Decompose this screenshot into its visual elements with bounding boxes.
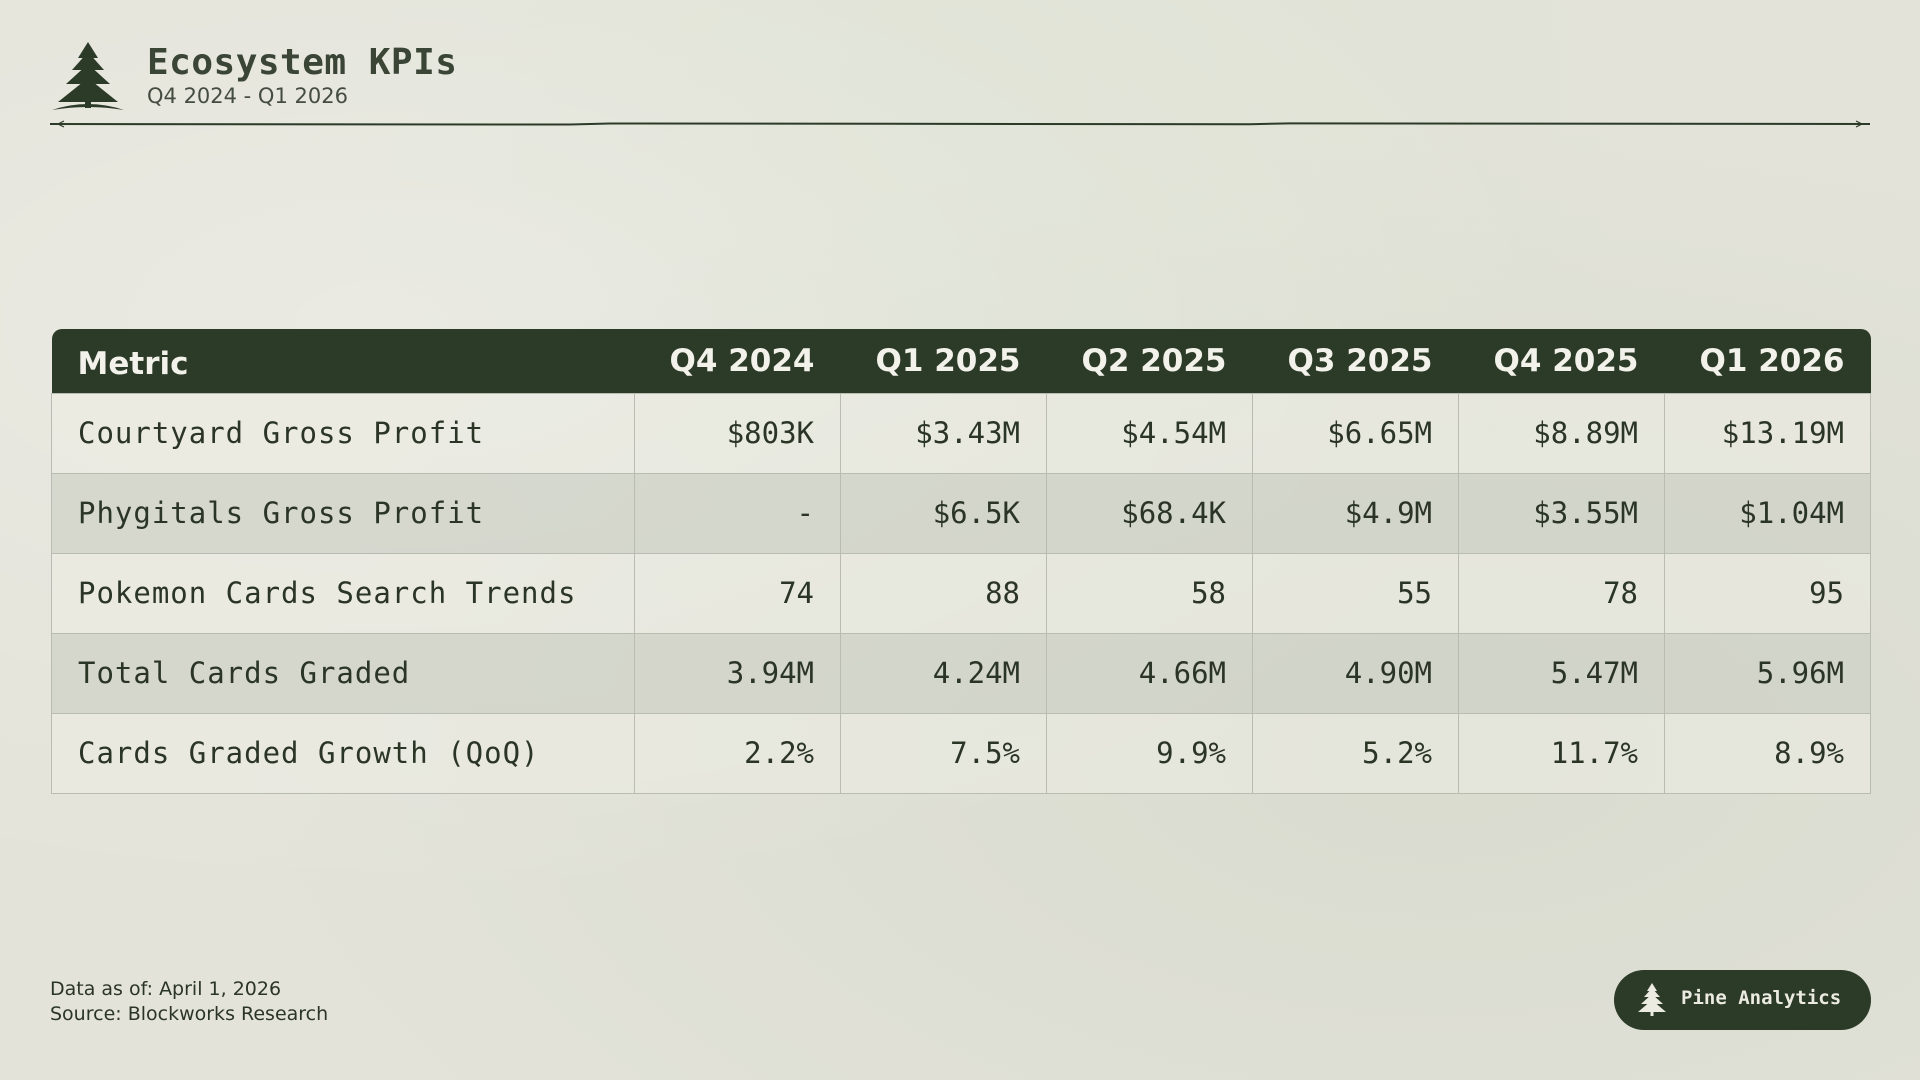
- metric-value-cell: 55: [1252, 552, 1459, 634]
- table-row: Pokemon Cards Search Trends 74 88 58 55 78 95: [51, 552, 1871, 634]
- metric-value-cell: 9.9%: [1046, 712, 1253, 794]
- table-row: Phygitals Gross Profit - $6.5K $68.4K $4.9M $…: [51, 472, 1871, 554]
- pine-tree-icon: [52, 42, 124, 110]
- metric-value-cell: 4.24M: [840, 632, 1047, 714]
- metric-value-cell: 78: [1458, 552, 1665, 634]
- metric-value-cell: -: [634, 472, 841, 554]
- column-header-q2-2025: Q2 2025: [1081, 342, 1227, 379]
- metric-value-cell: $6.65M: [1252, 392, 1459, 474]
- metric-name-cell: Total Cards Graded: [51, 632, 635, 714]
- metric-value-cell: 4.66M: [1046, 632, 1253, 714]
- metric-value-cell: 5.47M: [1458, 632, 1665, 714]
- page-header: Ecosystem KPIs Q4 2024 - Q1 2026: [50, 40, 1870, 130]
- metric-value-cell: $4.54M: [1046, 392, 1253, 474]
- metric-value-cell: $4.9M: [1252, 472, 1459, 554]
- metric-name-cell: Courtyard Gross Profit: [51, 392, 635, 474]
- table-row: Courtyard Gross Profit $803K $3.43M $4.54M $…: [51, 392, 1871, 474]
- metric-value-cell: $3.43M: [840, 392, 1047, 474]
- metric-value-cell: $8.89M: [1458, 392, 1665, 474]
- metric-value-cell: 4.90M: [1252, 632, 1459, 714]
- column-header-q3-2025: Q3 2025: [1287, 342, 1433, 379]
- brand-name: Pine Analytics: [1681, 987, 1842, 1009]
- data-as-of: Data as of: April 1, 2026: [50, 978, 282, 1000]
- metric-value-cell: $6.5K: [840, 472, 1047, 554]
- metric-value-cell: 5.2%: [1252, 712, 1459, 794]
- kpi-table: Metric Q4 2024 Q1 2025 Q2 2025 Q3 2025 Q…: [51, 329, 1871, 794]
- header-divider: [50, 120, 1870, 128]
- metric-value-cell: $803K: [634, 392, 841, 474]
- metric-value-cell: $1.04M: [1664, 472, 1871, 554]
- column-header-q1-2026: Q1 2026: [1699, 342, 1845, 379]
- metric-value-cell: 74: [634, 552, 841, 634]
- metric-name-cell: Phygitals Gross Profit: [51, 472, 635, 554]
- metric-value-cell: 2.2%: [634, 712, 841, 794]
- table-body: Courtyard Gross Profit $803K $3.43M $4.54M $…: [51, 392, 1871, 794]
- metric-value-cell: $68.4K: [1046, 472, 1253, 554]
- table-row: Cards Graded Growth (QoQ) 2.2% 7.5% 9.9% 5.2…: [51, 712, 1871, 794]
- source-credit: Source: Blockworks Research: [50, 1003, 329, 1025]
- table-header-row: Metric Q4 2024 Q1 2025 Q2 2025 Q3 2025 Q…: [51, 329, 1871, 393]
- table-row: Total Cards Graded 3.94M 4.24M 4.66M 4.90M 5.…: [51, 632, 1871, 714]
- page-title: Ecosystem KPIs: [147, 42, 458, 83]
- footer-note: Data as of: April 1, 2026 Source: Blockw…: [50, 977, 328, 1027]
- brand-badge: Pine Analytics: [1614, 970, 1871, 1030]
- metric-value-cell: $3.55M: [1458, 472, 1665, 554]
- page-subtitle: Q4 2024 - Q1 2026: [147, 84, 348, 108]
- metric-value-cell: 7.5%: [840, 712, 1047, 794]
- column-header-metric: Metric: [77, 345, 189, 382]
- metric-name-cell: Cards Graded Growth (QoQ): [51, 712, 635, 794]
- column-header-q4-2024: Q4 2024: [669, 342, 815, 379]
- metric-value-cell: 58: [1046, 552, 1253, 634]
- metric-value-cell: 3.94M: [634, 632, 841, 714]
- metric-value-cell: 8.9%: [1664, 712, 1871, 794]
- pine-tree-icon: [1638, 983, 1666, 1016]
- metric-value-cell: 95: [1664, 552, 1871, 634]
- metric-value-cell: $13.19M: [1664, 392, 1871, 474]
- column-header-q4-2025: Q4 2025: [1493, 342, 1639, 379]
- metric-name-cell: Pokemon Cards Search Trends: [51, 552, 635, 634]
- column-header-q1-2025: Q1 2025: [875, 342, 1021, 379]
- metric-value-cell: 88: [840, 552, 1047, 634]
- metric-value-cell: 5.96M: [1664, 632, 1871, 714]
- metric-value-cell: 11.7%: [1458, 712, 1665, 794]
